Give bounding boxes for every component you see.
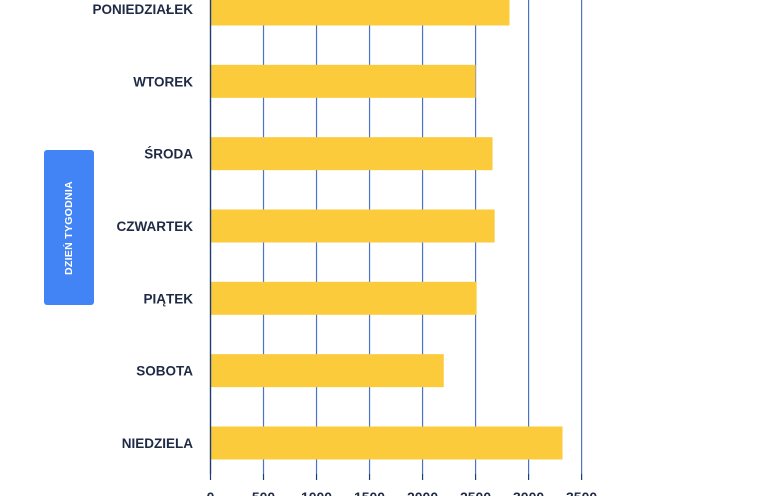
bar-7	[210, 426, 563, 460]
category-label: WTOREK	[133, 74, 193, 89]
x-tick-label: 500	[252, 489, 276, 496]
category-label: SOBOTA	[136, 364, 193, 379]
bar-6	[210, 354, 444, 388]
bar-2	[210, 64, 476, 98]
category-label: NIEDZIELA	[122, 436, 194, 451]
category-label: PIĄTEK	[143, 291, 193, 306]
x-tick-label: 1500	[354, 489, 385, 496]
x-tick-label: 3000	[513, 489, 544, 496]
category-label: PONIEDZIAŁEK	[92, 2, 193, 17]
x-tick-label: 2000	[407, 489, 438, 496]
bar-4	[210, 209, 495, 243]
x-tick-label: 1000	[301, 489, 332, 496]
bar-5	[210, 281, 477, 315]
x-tick-label: 3500	[566, 489, 597, 496]
y-axis-label: DZIEŃ TYGODNIA	[63, 180, 76, 275]
category-label: CZWARTEK	[117, 219, 194, 234]
x-tick-label: 2500	[460, 489, 491, 496]
x-tick-label: 0	[207, 489, 215, 496]
y-axis-label-box: DZIEŃ TYGODNIA	[44, 150, 94, 305]
bar-1	[210, 0, 510, 26]
bar-3	[210, 137, 493, 171]
category-label: ŚRODA	[144, 147, 193, 162]
